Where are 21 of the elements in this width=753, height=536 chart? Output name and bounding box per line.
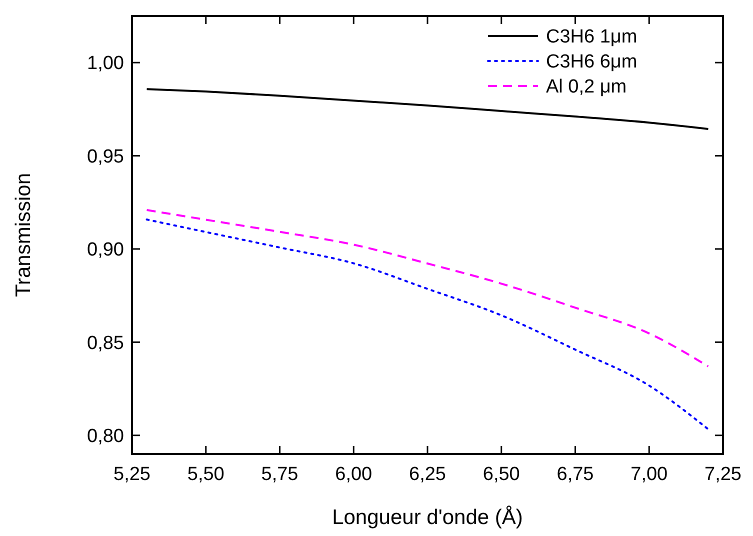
legend-label: C3H6 1μm <box>546 26 638 48</box>
line-series <box>146 218 710 430</box>
x-tick-label: 7,00 <box>630 464 668 485</box>
legend-label: Al 0,2 μm <box>546 76 627 98</box>
x-tick-label: 5,50 <box>187 464 224 485</box>
x-tick-label: 5,25 <box>114 464 150 485</box>
line-series <box>146 209 710 368</box>
y-tick-label: 0,85 <box>87 332 124 354</box>
x-axis-title: Longueur d'onde (Å) <box>332 505 523 529</box>
y-tick-label: 0,80 <box>87 426 124 448</box>
x-tick-label: 6,25 <box>409 464 446 485</box>
y-tick-label: 0,95 <box>87 146 124 168</box>
y-tick-label: 1,00 <box>87 53 124 74</box>
x-tick-label: 6,00 <box>335 464 372 485</box>
x-tick-label: 6,75 <box>556 464 594 485</box>
x-tick-label: 5,75 <box>261 464 298 485</box>
y-axis-title: Transmission <box>12 172 35 298</box>
y-tick-label: 0,90 <box>87 240 124 261</box>
x-tick-label: 6,50 <box>482 464 520 485</box>
x-tick-label: 7,25 <box>704 464 742 485</box>
legend-label: C3H6 6μm <box>546 52 638 73</box>
